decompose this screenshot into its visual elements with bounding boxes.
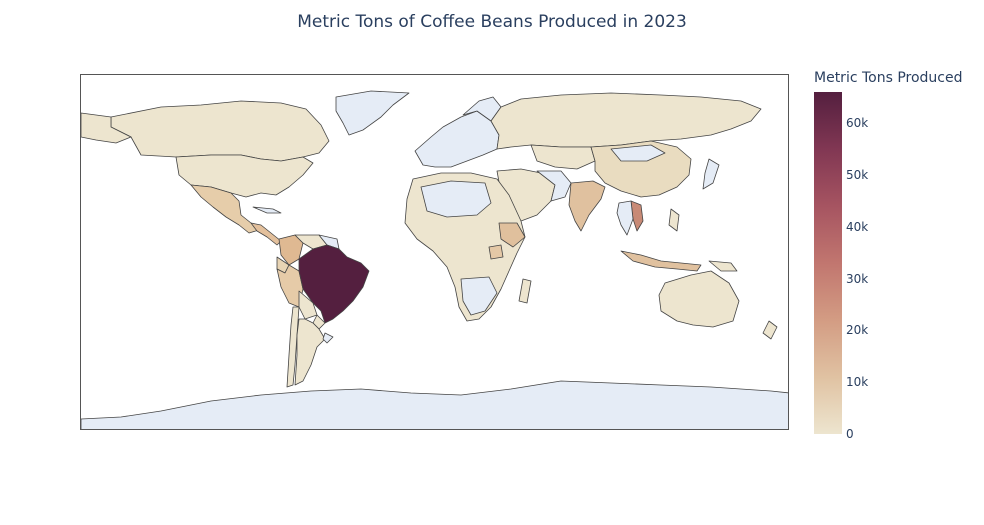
country-ethiopia: [498, 222, 526, 248]
colorbar-tick-label: 50k: [846, 167, 869, 182]
map-title: Metric Tons of Coffee Beans Produced in …: [297, 12, 687, 32]
country-cuba: [252, 206, 282, 214]
country-russia: [490, 92, 762, 150]
country-kazakhstan: [530, 144, 596, 170]
colorbar-title: Metric Tons Produced: [814, 70, 963, 86]
country-uruguay: [322, 332, 334, 344]
colorbar-tick-label: 10k: [846, 375, 869, 390]
country-madagascar: [518, 278, 532, 304]
country-png: [708, 260, 738, 272]
country-japan: [702, 158, 720, 190]
world-map[interactable]: [81, 75, 789, 430]
colorbar-tick-label: 30k: [846, 271, 869, 286]
colorbar-tick-label: 20k: [846, 323, 869, 338]
country-new-zealand: [762, 320, 778, 340]
country-central-america: [250, 222, 282, 246]
country-iran: [536, 170, 572, 202]
colorbar-tick-label: 60k: [846, 116, 869, 131]
country-brazil: [298, 244, 370, 324]
country-uganda: [488, 244, 504, 260]
region-north-africa: [420, 180, 492, 218]
country-australia: [658, 270, 740, 328]
country-india: [568, 180, 606, 232]
region-southern-africa: [460, 276, 498, 316]
colorbar-tick-label: 0: [846, 427, 854, 441]
country-philippines: [668, 208, 680, 232]
country-usa-alaska: [81, 112, 132, 144]
map-frame[interactable]: [80, 74, 789, 430]
region-antarctica: [81, 380, 788, 429]
region-indochina: [616, 200, 634, 236]
country-indonesia: [620, 250, 702, 272]
country-chile: [286, 306, 300, 388]
country-canada: [110, 100, 330, 162]
colorbar: [814, 92, 842, 434]
country-greenland: [335, 90, 410, 136]
region-europe: [414, 110, 500, 168]
country-mongolia: [610, 144, 666, 162]
colorbar-tick-label: 40k: [846, 219, 869, 234]
country-argentina: [294, 318, 326, 386]
country-bolivia: [298, 290, 318, 320]
